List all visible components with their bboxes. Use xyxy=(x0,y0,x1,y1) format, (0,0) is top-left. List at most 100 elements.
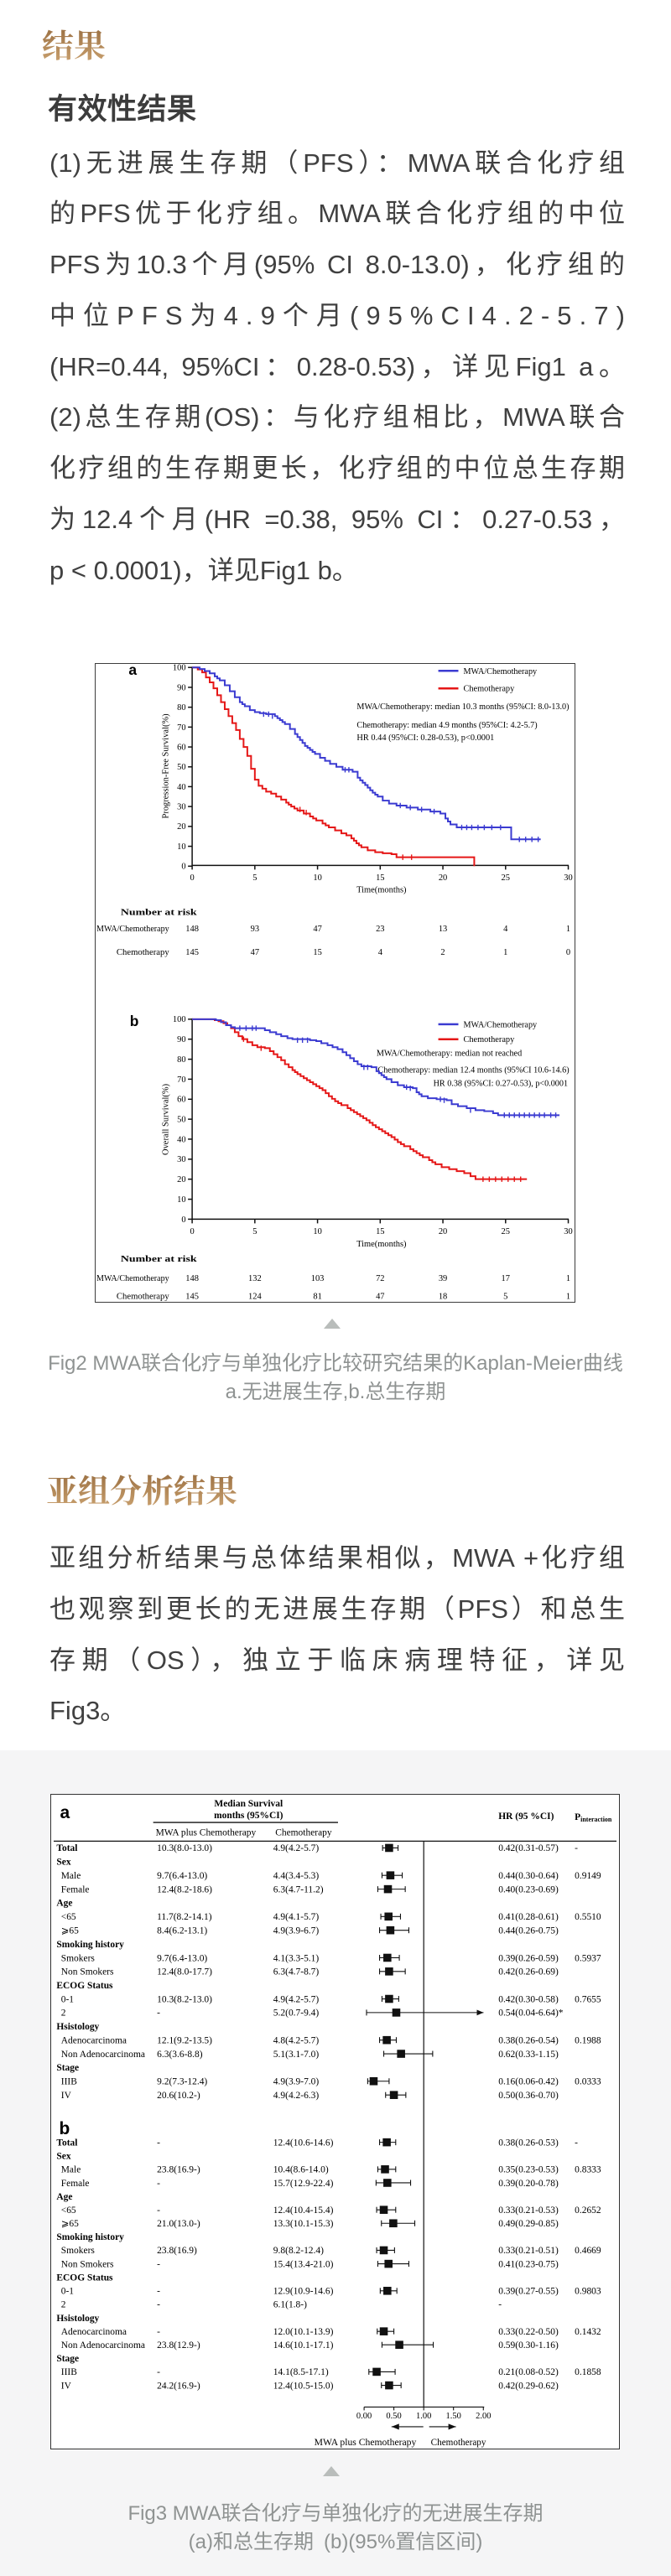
svg-text:Adenocarcinoma: Adenocarcinoma xyxy=(61,2327,127,2337)
svg-text:-: - xyxy=(157,2327,160,2337)
svg-text:0: 0 xyxy=(190,1227,194,1236)
svg-text:MWA/Chemotherapy: median 10.3: MWA/Chemotherapy: median 10.3 months (95… xyxy=(356,702,569,712)
svg-text:-: - xyxy=(157,2259,160,2269)
svg-text:1: 1 xyxy=(566,1293,570,1302)
svg-text:Chemotherapy: Chemotherapy xyxy=(117,1293,170,1302)
svg-text:HR 0.38 (95%CI: 0.27-0.53), p<: HR 0.38 (95%CI: 0.27-0.53), p<0.0001 xyxy=(434,1079,568,1089)
svg-text:90: 90 xyxy=(177,1035,185,1044)
svg-text:IIIB: IIIB xyxy=(61,2077,77,2087)
svg-text:IV: IV xyxy=(61,2091,72,2101)
svg-text:1.50: 1.50 xyxy=(446,2412,461,2421)
svg-text:5.2(0.7-9.4): 5.2(0.7-9.4) xyxy=(273,2008,320,2019)
svg-text:0.33(0.22-0.50): 0.33(0.22-0.50) xyxy=(498,2327,559,2337)
svg-text:Median Survival: Median Survival xyxy=(214,1799,283,1809)
svg-text:10: 10 xyxy=(313,1227,321,1236)
svg-text:2: 2 xyxy=(440,948,445,957)
svg-text:23.8(16.9): 23.8(16.9) xyxy=(157,2246,197,2256)
svg-text:0.41(0.23-0.75): 0.41(0.23-0.75) xyxy=(498,2259,559,2269)
svg-text:0.49(0.29-0.85): 0.49(0.29-0.85) xyxy=(498,2219,559,2229)
svg-text:Hsistology: Hsistology xyxy=(56,2314,99,2324)
svg-text:-: - xyxy=(575,2138,578,2148)
svg-text:0.59(0.30-1.16): 0.59(0.30-1.16) xyxy=(498,2340,559,2351)
svg-text:-: - xyxy=(157,2300,160,2310)
svg-text:15: 15 xyxy=(313,948,321,957)
svg-text:Smoking history: Smoking history xyxy=(56,2232,124,2242)
svg-text:ECOG Status: ECOG Status xyxy=(56,1981,113,1991)
svg-text:months (95%CI): months (95%CI) xyxy=(214,1811,283,1821)
svg-text:23.8(12.9-): 23.8(12.9-) xyxy=(157,2340,200,2351)
svg-text:47: 47 xyxy=(376,1293,384,1302)
svg-text:-: - xyxy=(157,2367,160,2377)
svg-text:10: 10 xyxy=(177,1195,185,1205)
svg-text:30: 30 xyxy=(564,873,572,883)
svg-text:0.42(0.26-0.69): 0.42(0.26-0.69) xyxy=(498,1967,559,1977)
svg-text:0: 0 xyxy=(566,948,570,957)
svg-text:0.8333: 0.8333 xyxy=(575,2165,601,2175)
svg-text:20: 20 xyxy=(177,1175,185,1184)
svg-text:4.9(4.2-5.7): 4.9(4.2-5.7) xyxy=(273,1843,320,1853)
svg-text:-: - xyxy=(575,1843,578,1853)
svg-text:50: 50 xyxy=(177,1116,185,1125)
svg-text:4.9(3.9-6.7): 4.9(3.9-6.7) xyxy=(273,1926,320,1936)
svg-text:100: 100 xyxy=(173,1015,186,1024)
svg-text:Overall Survival(%): Overall Survival(%) xyxy=(162,1083,171,1155)
svg-text:20: 20 xyxy=(439,873,447,883)
svg-text:Non Adenocarcinoma: Non Adenocarcinoma xyxy=(61,2050,145,2060)
svg-text:13: 13 xyxy=(439,925,447,934)
svg-text:4: 4 xyxy=(378,948,383,957)
svg-text:Adenocarcinoma: Adenocarcinoma xyxy=(61,2035,127,2045)
svg-text:12.0(10.1-13.9): 12.0(10.1-13.9) xyxy=(273,2327,334,2337)
svg-text:4: 4 xyxy=(503,925,508,934)
svg-text:10: 10 xyxy=(313,873,321,883)
svg-text:80: 80 xyxy=(177,703,185,713)
svg-text:IV: IV xyxy=(61,2381,72,2391)
svg-text:Female: Female xyxy=(61,2179,90,2189)
svg-text:0.5510: 0.5510 xyxy=(575,1912,601,1922)
svg-text:0.33(0.21-0.53): 0.33(0.21-0.53) xyxy=(498,2205,559,2216)
svg-text:47: 47 xyxy=(251,948,259,957)
svg-text:4.8(4.2-5.7): 4.8(4.2-5.7) xyxy=(273,2035,320,2045)
svg-text:Male: Male xyxy=(61,1871,81,1881)
svg-text:1: 1 xyxy=(566,1274,570,1283)
svg-text:Chemotherapy: Chemotherapy xyxy=(431,2438,486,2448)
svg-text:0.39(0.26-0.59): 0.39(0.26-0.59) xyxy=(498,1953,559,1963)
svg-text:HR (95 %CI): HR (95 %CI) xyxy=(498,1811,554,1822)
svg-text:0-1: 0-1 xyxy=(61,1994,75,2004)
svg-text:0.38(0.26-0.53): 0.38(0.26-0.53) xyxy=(498,2138,559,2148)
svg-text:21.0(13.0-): 21.0(13.0-) xyxy=(157,2219,200,2229)
svg-text:6.3(3.6-8.8): 6.3(3.6-8.8) xyxy=(157,2050,203,2060)
svg-text:0.44(0.30-0.64): 0.44(0.30-0.64) xyxy=(498,1871,559,1881)
svg-text:-: - xyxy=(157,2287,160,2297)
svg-text:Chemotherapy: Chemotherapy xyxy=(117,948,170,957)
svg-text:0.9149: 0.9149 xyxy=(575,1871,601,1881)
svg-text:Total: Total xyxy=(56,1843,77,1853)
svg-text:11.7(8.2-14.1): 11.7(8.2-14.1) xyxy=(157,1912,212,1922)
svg-text:145: 145 xyxy=(185,1293,199,1302)
svg-text:145: 145 xyxy=(185,948,199,957)
svg-text:Smoking history: Smoking history xyxy=(56,1940,124,1950)
svg-text:0.62(0.33-1.15): 0.62(0.33-1.15) xyxy=(498,2050,559,2060)
svg-text:0.35(0.23-0.53): 0.35(0.23-0.53) xyxy=(498,2165,559,2175)
svg-text:12.4(8.2-18.6): 12.4(8.2-18.6) xyxy=(157,1884,212,1894)
svg-text:Chemotherapy: median 12.4 mont: Chemotherapy: median 12.4 months (95%CI … xyxy=(377,1065,570,1075)
svg-text:Number at risk: Number at risk xyxy=(121,907,198,917)
svg-text:MWA plus Chemotherapy: MWA plus Chemotherapy xyxy=(315,2438,417,2448)
svg-text:12.1(9.2-13.5): 12.1(9.2-13.5) xyxy=(157,2035,212,2045)
svg-text:15.7(12.9-22.4): 15.7(12.9-22.4) xyxy=(273,2179,334,2189)
svg-text:0.21(0.08-0.52): 0.21(0.08-0.52) xyxy=(498,2367,559,2377)
svg-text:12.4(10.4-15.4): 12.4(10.4-15.4) xyxy=(273,2205,334,2216)
svg-text:Non Smokers: Non Smokers xyxy=(61,1967,114,1977)
svg-text:132: 132 xyxy=(248,1274,262,1283)
svg-text:2: 2 xyxy=(61,2008,66,2019)
svg-text:⩾65: ⩾65 xyxy=(61,1926,79,1936)
svg-text:Chemotherapy: Chemotherapy xyxy=(463,684,514,694)
svg-text:0.50(0.36-0.70): 0.50(0.36-0.70) xyxy=(498,2091,559,2101)
svg-text:72: 72 xyxy=(376,1274,384,1283)
svg-text:0.38(0.26-0.54): 0.38(0.26-0.54) xyxy=(498,2035,559,2045)
svg-text:MWA/Chemotherapy: median not r: MWA/Chemotherapy: median not reached xyxy=(377,1049,523,1059)
svg-text:2.00: 2.00 xyxy=(476,2412,491,2421)
svg-text:0: 0 xyxy=(181,1215,185,1225)
svg-text:0.54(0.04-6.64)*: 0.54(0.04-6.64)* xyxy=(498,2008,564,2019)
svg-text:25: 25 xyxy=(502,1227,510,1236)
svg-text:6.3(4.7-11.2): 6.3(4.7-11.2) xyxy=(273,1884,324,1894)
